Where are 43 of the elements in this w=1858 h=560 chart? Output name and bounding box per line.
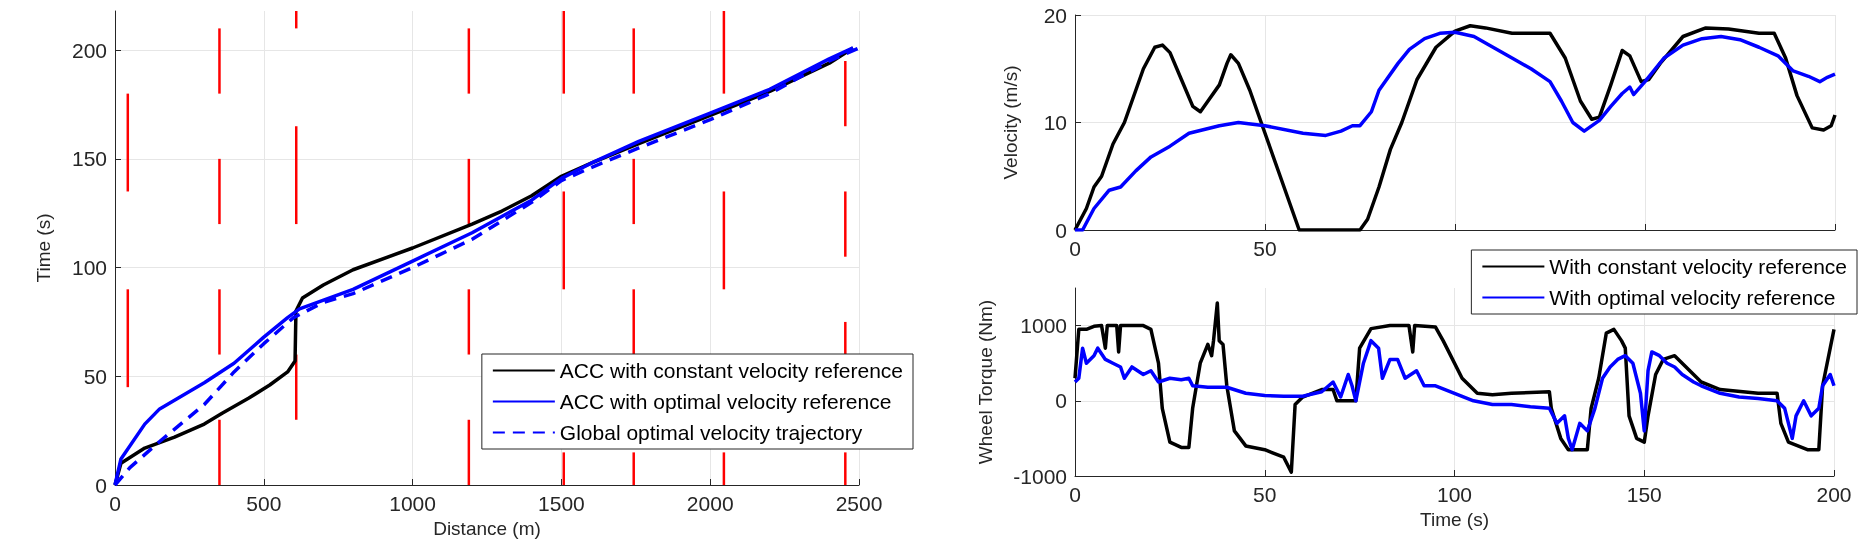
bar <box>844 191 847 257</box>
y-tick-label: 0 <box>1055 389 1067 413</box>
y-axis-title: Wheel Torque (Nm) <box>975 299 996 465</box>
y-axis-title: Time (s) <box>33 213 54 283</box>
line-series <box>1073 338 1836 452</box>
bar <box>632 289 635 355</box>
legend-label: ACC with constant velocity reference <box>559 359 904 382</box>
bar <box>844 61 847 127</box>
y-axis-title: Velocity (m/s) <box>1000 65 1021 180</box>
x-tick-label: 1500 <box>538 492 585 515</box>
bar <box>844 452 847 485</box>
bar <box>632 28 635 94</box>
bar <box>218 158 221 225</box>
legend-label: With constant velocity reference <box>1549 255 1848 278</box>
bar <box>218 289 221 355</box>
x-tick-label: 2500 <box>835 492 883 515</box>
x-tick-label: 500 <box>246 492 282 515</box>
y-tick-label: 100 <box>71 256 107 280</box>
x-tick-label: 150 <box>1626 483 1662 506</box>
x-tick-label: 0 <box>109 492 121 515</box>
bar <box>632 452 635 485</box>
x-axis-title: Distance (m) <box>433 518 541 539</box>
x-tick-label: 1000 <box>389 492 436 515</box>
legend-label: ACC with optimal velocity reference <box>559 390 892 413</box>
bar <box>218 28 221 94</box>
x-tick-label: 0 <box>1069 483 1081 506</box>
bar <box>218 419 221 485</box>
x-axis-title: Time (s) <box>1420 509 1489 530</box>
x-tick-label: 200 <box>1816 483 1852 506</box>
y-tick-label: 200 <box>71 38 107 62</box>
x-tick-label: 2000 <box>686 492 734 515</box>
x-tick-label: 50 <box>1253 483 1277 506</box>
bar <box>632 158 635 225</box>
legend-label: With optimal velocity reference <box>1549 286 1836 309</box>
y-tick-label: 1000 <box>1020 314 1067 338</box>
y-tick-label: 20 <box>1043 3 1067 27</box>
y-tick-label: 150 <box>71 147 107 171</box>
y-tick-label: 0 <box>1055 218 1067 242</box>
y-tick-label: 10 <box>1043 111 1067 134</box>
y-tick-label: 50 <box>83 364 107 388</box>
x-tick-label: 100 <box>1436 483 1473 506</box>
y-tick-label: -1000 <box>1013 464 1067 488</box>
legend-label: Global optimal velocity trajectory <box>559 421 863 444</box>
